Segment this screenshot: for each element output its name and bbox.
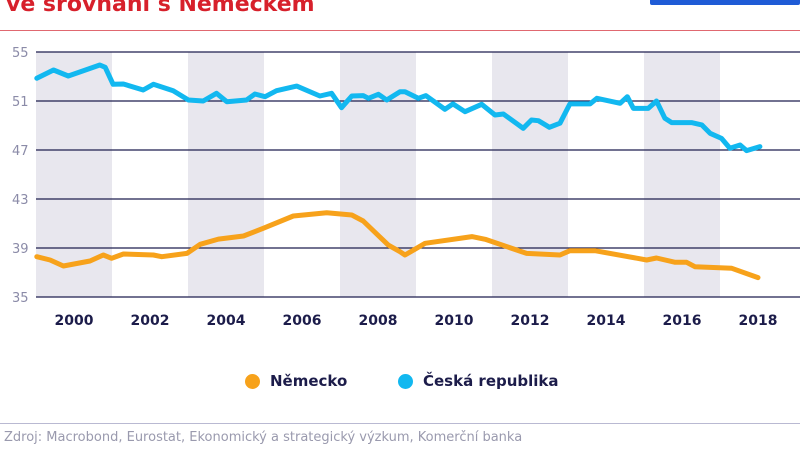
series-line-czech <box>34 62 763 154</box>
series-lines <box>34 62 763 281</box>
shaded-band <box>340 52 416 297</box>
title-divider <box>0 30 800 31</box>
x-tick-label: 2000 <box>55 313 94 329</box>
chart-title: ve srovnání s Německem <box>6 0 315 17</box>
x-tick-label: 2006 <box>283 313 322 329</box>
shaded-band <box>492 52 568 297</box>
y-tick-label: 43 <box>12 193 29 208</box>
website-logo-cropped <box>650 0 800 5</box>
y-tick-label: 35 <box>12 291 29 306</box>
y-axis-labels: 55 51 47 43 39 35 <box>12 46 29 306</box>
y-tick-label: 47 <box>12 144 29 159</box>
legend: Německo Česká republika <box>0 372 800 394</box>
source-note: Zdroj: Macrobond, Eurostat, Ekonomický a… <box>4 430 523 445</box>
x-tick-label: 2004 <box>207 313 246 329</box>
footer-divider <box>0 423 800 424</box>
x-tick-label: 2008 <box>359 313 398 329</box>
x-axis-labels: 2000 2002 2004 2006 2008 2010 2012 2014 2016 2018 <box>55 313 778 329</box>
x-tick-label: 2016 <box>663 313 702 329</box>
x-tick-label: 2012 <box>511 313 550 329</box>
x-tick-label: 2014 <box>587 313 626 329</box>
czech-marker-icon <box>398 373 413 389</box>
x-tick-label: 2010 <box>435 313 474 329</box>
y-tick-label: 39 <box>12 242 29 257</box>
germany-marker-icon <box>245 373 260 389</box>
y-tick-label: 51 <box>12 95 29 110</box>
legend-label: Česká republika <box>423 372 559 390</box>
legend-label: Německo <box>270 372 348 390</box>
legend-item-germany: Německo <box>245 372 347 390</box>
x-tick-label: 2018 <box>739 313 778 329</box>
y-tick-label: 55 <box>12 46 29 61</box>
x-tick-label: 2002 <box>131 313 170 329</box>
series-line-germany <box>34 210 761 281</box>
shaded-band <box>188 52 264 297</box>
line-chart: 55 51 47 43 39 35 2000 2002 2004 2006 2008 2010 201… <box>12 46 800 329</box>
legend-item-czech: Česká republika <box>398 372 559 390</box>
